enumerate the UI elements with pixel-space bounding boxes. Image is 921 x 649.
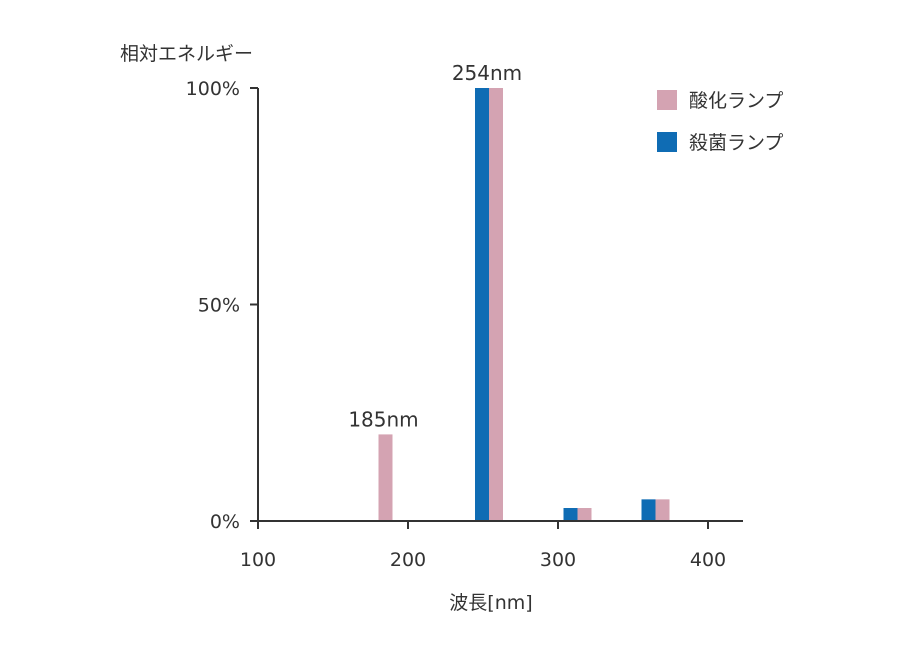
legend-swatch [657,90,677,110]
x-ticks-layer: 100 200 300 400 [240,521,726,571]
bar-series-0-254 [489,88,503,521]
bars-layer [378,88,670,521]
x-tick-label: 400 [690,549,726,571]
y-tick-label: 100% [186,78,240,100]
legend-label: 殺菌ランプ [689,132,783,154]
x-axis-title: 波長[nm] [449,592,532,614]
y-axis-title: 相対エネルギー [120,43,253,65]
bar-series-1-313 [563,508,578,521]
y-tick-label: 0% [210,511,240,533]
annotation-label: 254nm [452,61,522,85]
bar-series-0-365 [655,499,670,521]
bar-series-0-185 [378,434,393,521]
x-tick-label: 300 [540,549,576,571]
x-tick-label: 100 [240,549,276,571]
annotation-label: 185nm [348,407,418,431]
y-tick-label: 50% [198,295,240,317]
legend-swatch [657,132,677,152]
x-tick-label: 200 [390,549,426,571]
legend-label: 酸化ランプ [689,90,783,112]
y-ticks-layer: 0% 50% 100% [186,78,258,533]
bar-series-1-254 [475,88,489,521]
bar-series-1-365 [641,499,656,521]
annotations-layer: 185nm 254nm [348,61,522,431]
bar-series-0-313 [577,508,592,521]
